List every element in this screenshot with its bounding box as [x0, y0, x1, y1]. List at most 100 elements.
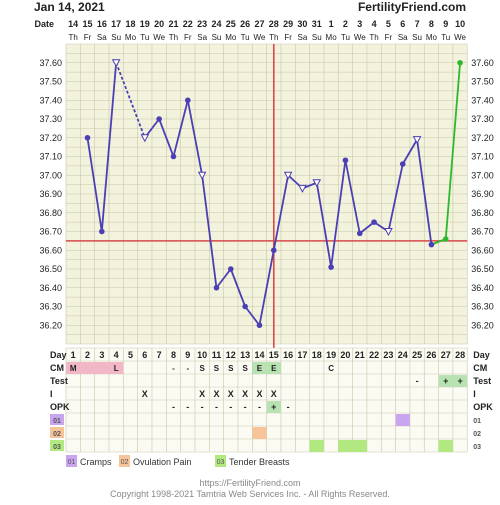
- cm-cell-highlight: [94, 362, 109, 374]
- date-label: 30: [297, 19, 307, 29]
- temperature-line: [258, 250, 275, 326]
- date-label: 31: [312, 19, 322, 29]
- legend-code: 02: [121, 459, 129, 466]
- temperature-line: [401, 139, 418, 165]
- cycle-day-label: 5: [128, 350, 133, 360]
- tender-breasts-cell: [309, 440, 324, 452]
- weekday-label: Th: [369, 33, 378, 42]
- weekday-label: Su: [212, 33, 222, 42]
- temperature-point-open: [412, 136, 422, 145]
- cycle-day-label: 1: [71, 350, 76, 360]
- tender-breasts-cell: [352, 440, 367, 452]
- weekday-label: Fr: [84, 33, 92, 42]
- row-label-right: Test: [473, 376, 491, 386]
- weekday-label: Mo: [225, 33, 237, 42]
- y-tick-label-right: 37.40: [471, 95, 494, 105]
- y-tick-label-left: 37.50: [39, 77, 62, 87]
- temperature-point-open: [312, 179, 322, 188]
- cycle-day-label: 2: [85, 350, 90, 360]
- temperature-line: [387, 163, 404, 232]
- temperature-point: [156, 116, 162, 122]
- date-label: 10: [455, 19, 465, 29]
- symptom-code-swatch: [50, 440, 64, 451]
- row-label-right: 03: [473, 444, 481, 451]
- date-label: 15: [82, 19, 92, 29]
- cycle-day-label: 11: [212, 350, 222, 360]
- opk-value: -: [201, 402, 204, 412]
- opk-value: -: [229, 402, 232, 412]
- row-label: OPK: [50, 402, 70, 412]
- date-label: 27: [254, 19, 264, 29]
- legend-swatch: [66, 455, 77, 467]
- cm-value: L: [114, 364, 119, 373]
- test-value: +: [457, 376, 462, 386]
- y-tick-label-right: 36.40: [471, 283, 494, 293]
- opk-value: +: [271, 402, 276, 412]
- date-label: 8: [429, 19, 434, 29]
- temperature-point: [328, 264, 334, 270]
- weekday-label: We: [354, 33, 366, 42]
- intercourse-mark: X: [256, 389, 262, 399]
- cycle-day-label: 19: [326, 350, 336, 360]
- y-tick-label-left: 37.20: [39, 133, 62, 143]
- intercourse-mark: X: [142, 389, 148, 399]
- y-tick-label-left: 36.90: [39, 189, 62, 199]
- temperature-point: [170, 153, 177, 160]
- temperature-point: [457, 59, 463, 66]
- temperature-point: [356, 230, 363, 237]
- temperature-point-open: [140, 134, 150, 143]
- row-label: 02: [53, 431, 61, 438]
- temperature-point: [371, 219, 377, 225]
- y-tick-label-right: 37.60: [471, 58, 494, 68]
- y-tick-label-left: 36.30: [39, 302, 62, 312]
- y-tick-label-right: 36.90: [471, 189, 494, 199]
- date-label: 23: [197, 19, 207, 29]
- temperature-line: [201, 175, 218, 288]
- legend-label: Tender Breasts: [229, 457, 290, 467]
- legend-code: 03: [217, 459, 225, 466]
- opk-cell-highlight: [266, 401, 281, 413]
- intercourse-mark: X: [271, 389, 277, 399]
- temperature-point: [399, 161, 406, 167]
- test-value: -: [416, 376, 419, 386]
- opk-value: -: [172, 402, 175, 412]
- y-tick-label-left: 37.10: [39, 152, 62, 162]
- legend-label: Ovulation Pain: [133, 457, 192, 467]
- y-tick-label-right: 37.10: [471, 152, 494, 162]
- cycle-day-label: 8: [171, 350, 176, 360]
- opk-value: -: [186, 402, 189, 412]
- cycle-day-label: 22: [369, 350, 379, 360]
- opk-value: -: [215, 402, 218, 412]
- weekday-label: Sa: [298, 33, 308, 42]
- temperature-line: [416, 139, 433, 245]
- cm-value: S: [199, 364, 205, 373]
- future-temperature-line: [444, 62, 461, 240]
- cycle-day-label: 25: [412, 350, 422, 360]
- intercourse-mark: X: [199, 389, 205, 399]
- weekday-label: Tu: [341, 33, 350, 42]
- opk-value: -: [287, 402, 290, 412]
- temperature-line: [186, 100, 204, 176]
- cycle-day-label: 3: [99, 350, 104, 360]
- weekday-label: We: [254, 33, 266, 42]
- legend-code: 01: [68, 459, 76, 466]
- weekday-label: Th: [269, 33, 278, 42]
- cycle-day-label: 15: [269, 350, 279, 360]
- date-label: 2: [343, 19, 348, 29]
- cycle-day-label: 9: [185, 350, 190, 360]
- row-label-right: OPK: [473, 402, 493, 412]
- y-tick-label-left: 36.60: [39, 245, 62, 255]
- intercourse-mark: X: [213, 389, 219, 399]
- temperature-line: [359, 221, 375, 235]
- row-label: Day: [50, 350, 67, 360]
- temperature-point: [342, 157, 349, 164]
- y-tick-label-left: 37.00: [39, 170, 62, 180]
- footer-url[interactable]: https://FertilityFriend.com: [199, 478, 301, 488]
- cm-value: S: [214, 364, 220, 373]
- cycle-day-label: 4: [114, 350, 119, 360]
- weekday-label: Su: [312, 33, 322, 42]
- temperature-line: [100, 62, 118, 232]
- brand-link[interactable]: FertilityFriend.com: [357, 0, 466, 14]
- row-label-right: 01: [473, 418, 481, 425]
- cm-cell-highlight: [66, 362, 81, 374]
